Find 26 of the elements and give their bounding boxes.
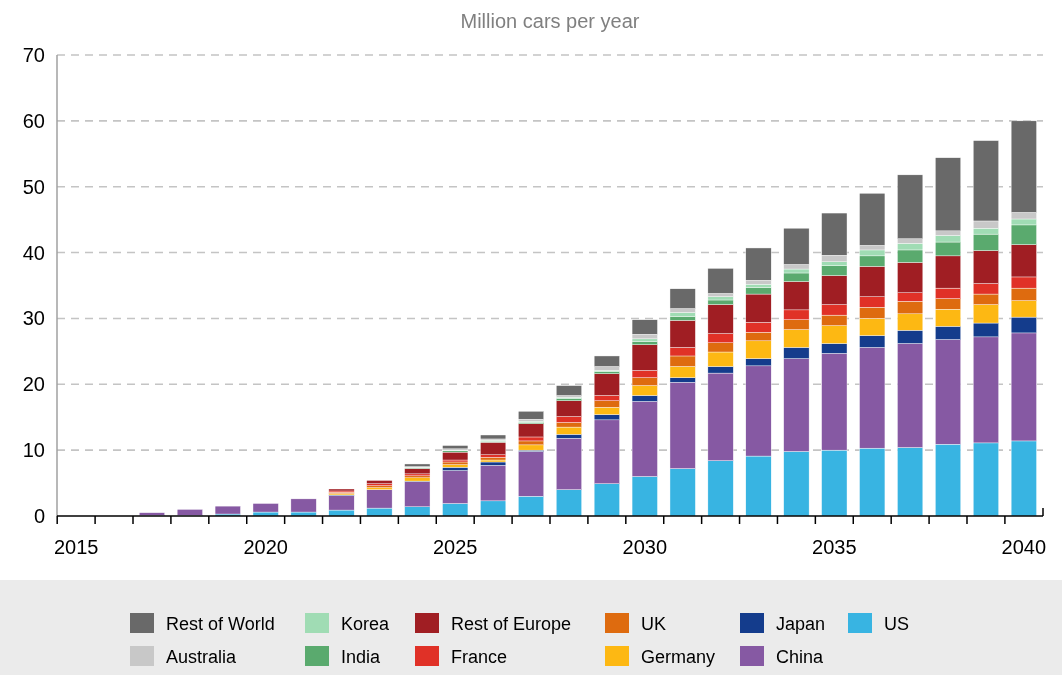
legend-label: Japan [776, 614, 826, 635]
x-tick-label: 2030 [622, 536, 668, 558]
chart-title: Million cars per year [460, 10, 640, 32]
legend-label: France [451, 647, 508, 668]
y-tick-label: 50 [22, 175, 45, 198]
legend-label: Korea [341, 614, 391, 635]
y-tick-label: 0 [33, 505, 45, 527]
y-tick-label: 60 [22, 109, 45, 132]
legend-label: India [341, 647, 382, 668]
y-tick-label: 20 [22, 373, 45, 396]
y-tick-label: 30 [22, 307, 45, 330]
legend-label: China [776, 647, 825, 668]
x-tick-label: 2020 [243, 536, 288, 558]
legend-label: Germany [641, 647, 716, 668]
legend-label: Rest of World [166, 614, 275, 635]
x-tick-label: 2015 [53, 536, 99, 558]
legend-label: US [884, 614, 910, 635]
y-tick-label: 10 [22, 439, 45, 462]
x-tick-label: 2040 [1001, 536, 1047, 558]
y-tick-label: 70 [22, 44, 45, 66]
x-tick-label: 2025 [432, 536, 478, 558]
legend-label: UK [641, 614, 667, 635]
legend-label: Australia [166, 647, 238, 668]
x-tick-label: 2035 [812, 536, 857, 558]
legend-label: Rest of Europe [451, 614, 572, 635]
y-tick-label: 40 [22, 241, 45, 264]
